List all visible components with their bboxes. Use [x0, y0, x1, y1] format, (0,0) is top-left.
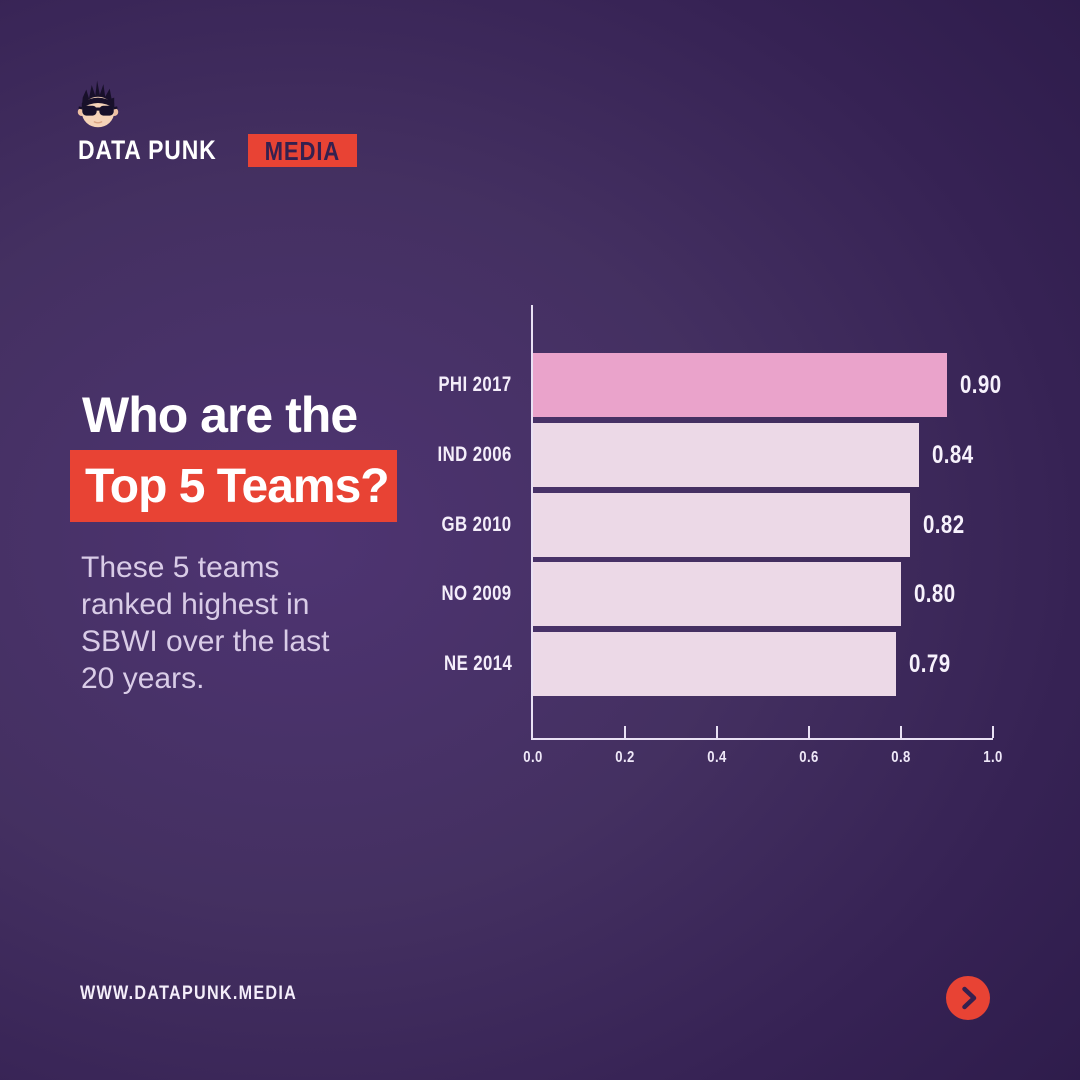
bar — [533, 562, 901, 627]
value-label: 0.82 — [923, 510, 965, 539]
axis-tick — [716, 726, 718, 738]
value-label: 0.80 — [914, 580, 956, 609]
axis-tick-label: 0.0 — [523, 749, 543, 766]
axis-tick-label: 1.0 — [983, 749, 1003, 766]
next-button[interactable] — [946, 976, 990, 1020]
axis-tick-label: 0.8 — [891, 749, 911, 766]
description-paragraph: These 5 teams ranked highest in SBWI ove… — [81, 549, 329, 697]
brand-badge: MEDIA — [247, 134, 357, 167]
axis-tick — [624, 726, 626, 738]
bar — [533, 353, 947, 417]
bar-plot: PHI 2017 0.90 IND 2006 0.84 GB 2010 0.82 NO 20… — [438, 305, 1002, 766]
bar — [533, 632, 897, 696]
brand-name: DATA PUNK — [78, 135, 217, 165]
axis-tick-label: 0.2 — [615, 749, 635, 766]
brand-badge-label: MEDIA — [264, 136, 341, 166]
bar — [533, 422, 920, 487]
axis-tick — [900, 726, 902, 738]
value-label: 0.79 — [909, 650, 951, 678]
website-url: WWW.DATAPUNK.MEDIA — [80, 983, 298, 1004]
description-line: ranked highest in — [81, 588, 310, 621]
axis-tick — [992, 726, 994, 738]
bar — [533, 492, 911, 557]
axis-tick-label: 0.6 — [799, 749, 819, 766]
description-line: These 5 teams — [81, 551, 280, 584]
chevron-right-icon — [946, 976, 990, 1020]
value-label: 0.84 — [932, 440, 974, 469]
category-label: GB 2010 — [441, 512, 512, 536]
category-label: PHI 2017 — [438, 373, 512, 396]
category-label: NE 2014 — [443, 652, 512, 675]
category-label: NO 2009 — [441, 582, 512, 606]
axis-tick — [808, 726, 810, 738]
axis-tick-label: 0.4 — [707, 749, 727, 766]
punk-head-logo-icon — [77, 80, 119, 128]
headline-line1: Who are the — [82, 387, 358, 443]
description-line: 20 years. — [81, 662, 205, 695]
description-line: SBWI over the last — [81, 625, 330, 658]
brand-wordmark: DATA PUNK MEDIA — [78, 134, 357, 167]
headline-line2-highlight: Top 5 Teams? — [70, 450, 397, 522]
value-label: 0.90 — [960, 371, 1002, 399]
category-label: IND 2006 — [437, 442, 512, 466]
